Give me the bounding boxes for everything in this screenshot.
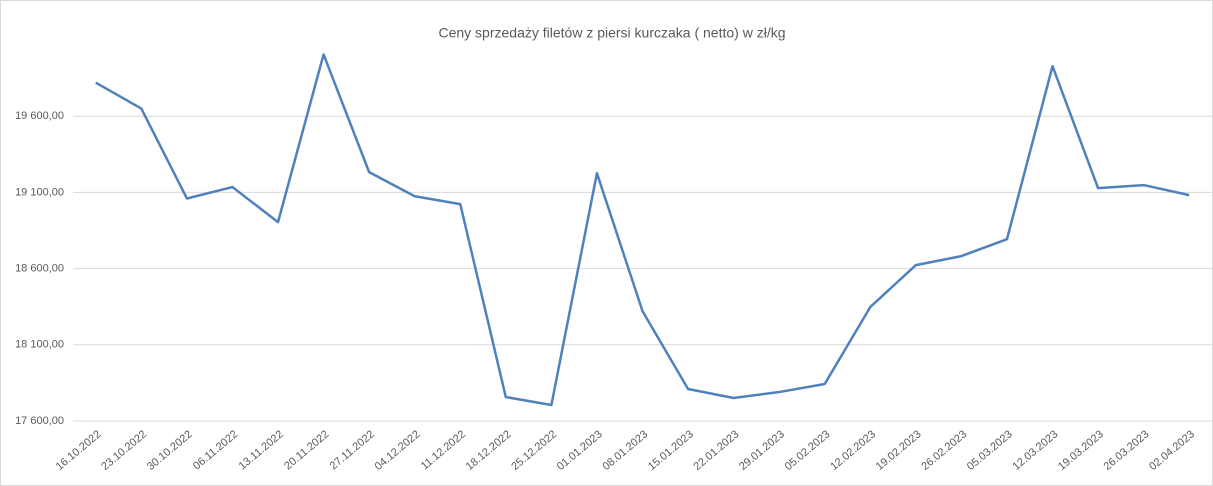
y-tick-label: 19 100,00 bbox=[15, 186, 64, 198]
chart-title: Ceny sprzedaży filetów z piersi kurczaka… bbox=[438, 25, 785, 41]
y-tick-label: 18 600,00 bbox=[15, 263, 64, 275]
y-tick-label: 19 600,00 bbox=[15, 110, 64, 122]
y-tick-label: 17 600,00 bbox=[15, 415, 64, 427]
data-line bbox=[95, 53, 1190, 407]
y-tick-label: 18 100,00 bbox=[15, 339, 64, 351]
